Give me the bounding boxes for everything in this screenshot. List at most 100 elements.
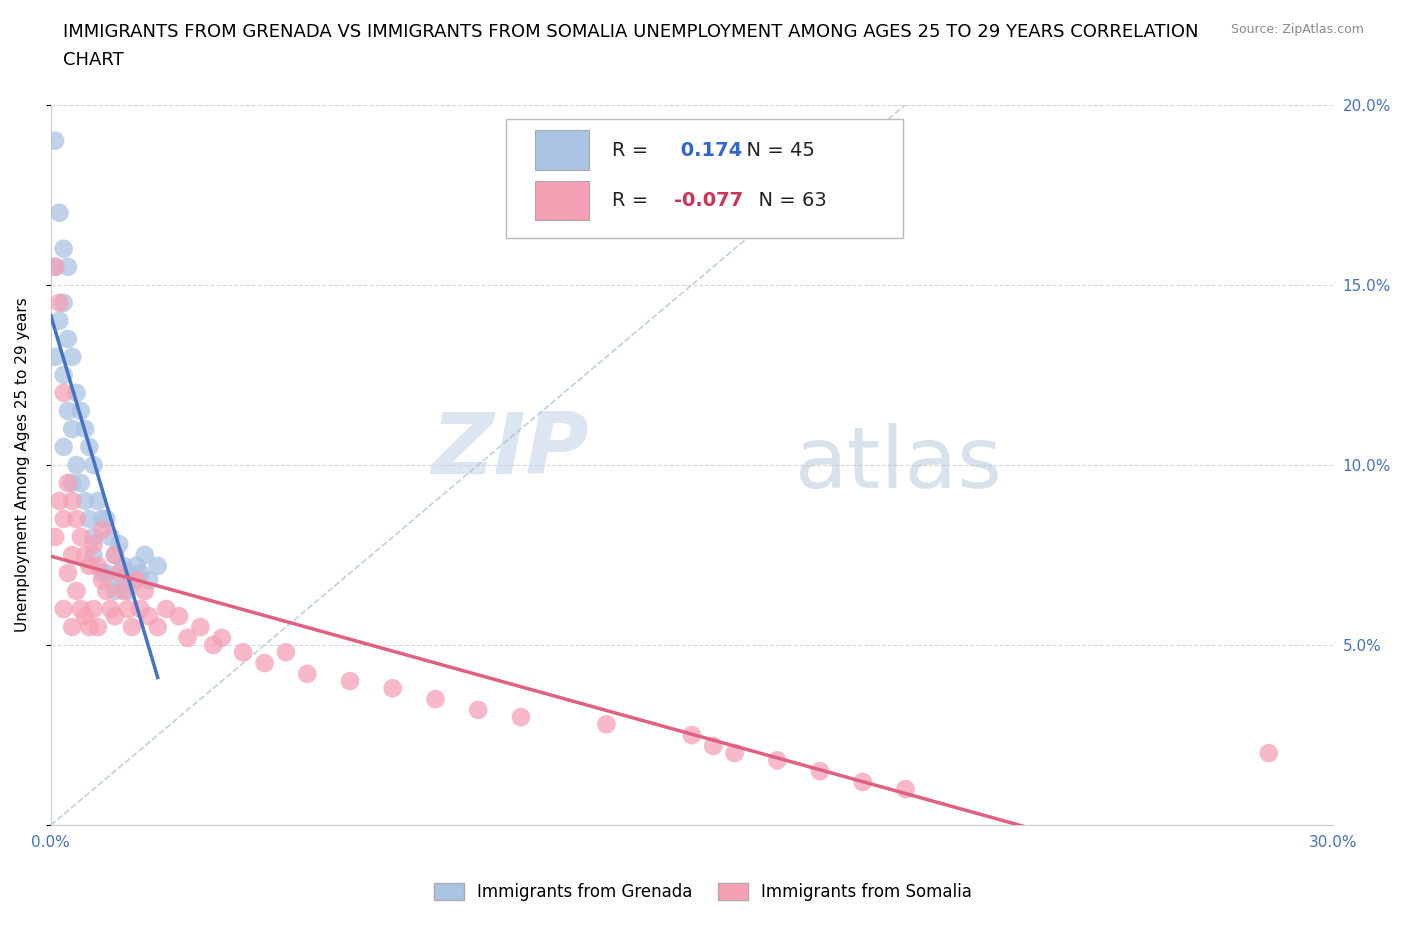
Point — [211, 631, 233, 645]
Point — [339, 673, 361, 688]
Point — [52, 512, 75, 526]
FancyBboxPatch shape — [536, 180, 589, 220]
Point — [65, 458, 87, 472]
Point — [65, 512, 87, 526]
Point — [83, 537, 105, 551]
Point — [104, 584, 127, 599]
Point — [60, 421, 83, 436]
Point — [69, 529, 91, 544]
Point — [56, 565, 79, 580]
Point — [44, 529, 66, 544]
Point — [73, 548, 96, 563]
Point — [56, 259, 79, 274]
Point — [117, 602, 139, 617]
Point — [155, 602, 177, 617]
Point — [87, 619, 110, 634]
Point — [510, 710, 533, 724]
Point — [117, 565, 139, 580]
Point — [1257, 746, 1279, 761]
Point — [112, 584, 135, 599]
Text: IMMIGRANTS FROM GRENADA VS IMMIGRANTS FROM SOMALIA UNEMPLOYMENT AMONG AGES 25 TO: IMMIGRANTS FROM GRENADA VS IMMIGRANTS FR… — [63, 23, 1199, 41]
Point — [56, 331, 79, 346]
Point — [73, 494, 96, 509]
Point — [44, 259, 66, 274]
Point — [125, 573, 148, 588]
Point — [69, 475, 91, 490]
Point — [108, 573, 131, 588]
Point — [52, 367, 75, 382]
Point — [134, 548, 156, 563]
Point — [146, 619, 169, 634]
Point — [274, 644, 297, 659]
Text: R =: R = — [613, 191, 655, 210]
Point — [73, 421, 96, 436]
Point — [96, 565, 118, 580]
Point — [129, 565, 152, 580]
Point — [117, 584, 139, 599]
Point — [108, 537, 131, 551]
Point — [138, 609, 160, 624]
Point — [79, 619, 101, 634]
Point — [65, 385, 87, 400]
Point — [48, 313, 70, 328]
Text: Source: ZipAtlas.com: Source: ZipAtlas.com — [1230, 23, 1364, 36]
Point — [595, 717, 617, 732]
Point — [681, 727, 703, 742]
Point — [60, 494, 83, 509]
Point — [766, 753, 789, 768]
Point — [167, 609, 190, 624]
Point — [65, 584, 87, 599]
Point — [176, 631, 198, 645]
Point — [104, 548, 127, 563]
Point — [852, 775, 875, 790]
Y-axis label: Unemployment Among Ages 25 to 29 years: Unemployment Among Ages 25 to 29 years — [15, 298, 30, 632]
Point — [60, 475, 83, 490]
Point — [52, 242, 75, 257]
Point — [60, 548, 83, 563]
Point — [83, 529, 105, 544]
Legend: Immigrants from Grenada, Immigrants from Somalia: Immigrants from Grenada, Immigrants from… — [427, 876, 979, 908]
Point — [91, 523, 114, 538]
Point — [253, 656, 276, 671]
Point — [121, 619, 143, 634]
Text: 0.174: 0.174 — [673, 140, 742, 160]
Point — [87, 494, 110, 509]
Text: N = 45: N = 45 — [734, 140, 815, 160]
Text: atlas: atlas — [794, 423, 1002, 507]
Point — [79, 440, 101, 455]
Point — [104, 548, 127, 563]
Point — [723, 746, 745, 761]
Point — [52, 296, 75, 311]
Point — [91, 573, 114, 588]
Point — [146, 558, 169, 573]
Point — [44, 259, 66, 274]
Point — [52, 385, 75, 400]
Point — [83, 602, 105, 617]
Point — [60, 619, 83, 634]
Point — [112, 558, 135, 573]
Point — [100, 602, 122, 617]
Point — [79, 558, 101, 573]
Point — [190, 619, 212, 634]
Point — [125, 558, 148, 573]
Point — [44, 350, 66, 365]
Text: ZIP: ZIP — [432, 409, 589, 492]
Point — [73, 609, 96, 624]
Point — [48, 206, 70, 220]
Text: -0.077: -0.077 — [673, 191, 742, 210]
Point — [134, 584, 156, 599]
Point — [91, 512, 114, 526]
Point — [138, 573, 160, 588]
Point — [702, 738, 724, 753]
Point — [202, 638, 225, 653]
Point — [48, 494, 70, 509]
Point — [381, 681, 404, 696]
Point — [894, 782, 917, 797]
Point — [69, 602, 91, 617]
Point — [56, 404, 79, 418]
Point — [232, 644, 254, 659]
Point — [91, 565, 114, 580]
Point — [467, 702, 489, 717]
Point — [52, 440, 75, 455]
FancyBboxPatch shape — [506, 119, 904, 238]
